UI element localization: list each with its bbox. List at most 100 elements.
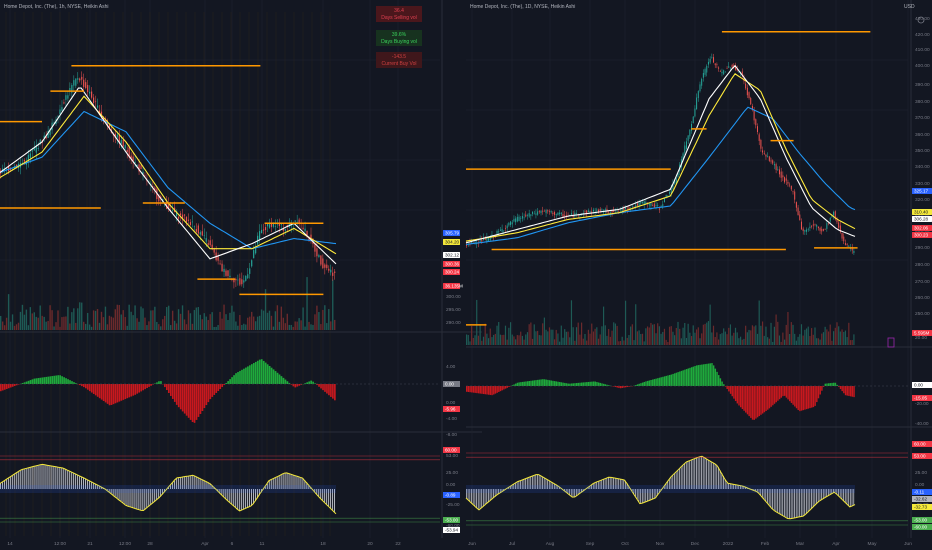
macd-bar <box>745 386 747 413</box>
oscillator-bar <box>613 477 614 489</box>
volume-bar <box>613 322 615 345</box>
volume-bar <box>723 328 725 345</box>
macd-bar <box>608 385 610 386</box>
candle-body <box>255 246 257 254</box>
macd-bar <box>239 370 241 384</box>
right-price-pane[interactable] <box>465 30 871 345</box>
candle-body <box>217 255 219 261</box>
oscillator-bar <box>537 474 538 489</box>
volume-bar <box>479 324 481 345</box>
right-price-axis[interactable]: 430.00420.00410.00400.00390.00380.00370.… <box>468 16 932 547</box>
candle-body <box>709 58 711 63</box>
volume-bar <box>491 337 493 345</box>
oscillator-bar <box>118 489 120 500</box>
oscillator-bar <box>73 472 75 489</box>
oscillator-bar <box>824 489 826 498</box>
oscillator-bar <box>677 470 679 489</box>
volume-bar <box>609 336 611 345</box>
macd-bar <box>574 383 576 386</box>
visibility-icon[interactable] <box>887 337 895 348</box>
candle-body <box>628 207 630 209</box>
left-oscillator-pane[interactable] <box>0 455 440 523</box>
macd-bar <box>841 386 843 392</box>
volume-bar <box>592 331 595 345</box>
macd-bar <box>702 364 705 386</box>
volume-bar <box>559 341 561 345</box>
osc-tick-label: 0.00 <box>446 482 456 488</box>
candle-body <box>181 214 184 220</box>
time-tick-label: Jun <box>468 541 476 547</box>
macd-bar <box>65 378 67 384</box>
macd-bar <box>258 359 261 384</box>
volume-bar <box>753 326 755 345</box>
volume-bar <box>728 327 730 345</box>
candle-body <box>773 164 775 166</box>
macd-bar <box>770 386 772 407</box>
macd-bar <box>567 383 569 386</box>
oscillator-bar <box>826 489 828 497</box>
oscillator-bar <box>326 489 328 505</box>
macd-bar <box>675 372 678 386</box>
candle-body <box>735 66 737 70</box>
left-price-axis[interactable]: 300.00295.00290.00305.79304.20302.12300.… <box>7 230 463 547</box>
candle-body <box>120 140 122 144</box>
volume-bar <box>229 312 231 330</box>
macd-bar <box>718 375 720 386</box>
macd-bar <box>247 366 249 384</box>
candle-body <box>469 242 471 243</box>
candle-body <box>833 211 835 216</box>
volume-bar <box>575 327 578 345</box>
left-price-pane[interactable] <box>0 64 337 330</box>
candle-body <box>294 220 296 222</box>
candle-body <box>726 68 728 69</box>
macd-bar <box>560 382 563 386</box>
oscillator-bar <box>49 465 51 489</box>
candle-body <box>658 208 660 210</box>
macd-bar <box>51 376 54 384</box>
candle-body <box>213 248 215 253</box>
candle-body <box>704 69 706 75</box>
right-macd-pane[interactable] <box>466 363 908 420</box>
volume-bar <box>310 324 312 330</box>
oscillator-bar <box>609 477 611 489</box>
oscillator-bar <box>7 478 9 489</box>
oscillator-bar <box>827 489 829 496</box>
candle-body <box>682 153 684 161</box>
volume-bar <box>262 310 265 330</box>
left-macd-pane[interactable] <box>0 359 440 423</box>
oscillator-bar <box>209 483 211 489</box>
volume-bar <box>748 329 750 345</box>
oscillator-bar <box>643 489 645 503</box>
candle-body <box>741 71 743 76</box>
volume-bar <box>130 311 132 330</box>
oscillator-bar <box>704 457 706 489</box>
volume-bar <box>221 318 223 330</box>
volume-bar <box>677 321 679 345</box>
volume-bar <box>579 334 581 345</box>
price-tick-label: 250.00 <box>915 311 930 317</box>
macd-bar <box>237 372 239 384</box>
time-tick-label: 11 <box>260 541 265 547</box>
oscillator-bar <box>621 479 623 489</box>
candle-body <box>61 107 63 111</box>
macd-bar <box>545 379 547 386</box>
candle-body <box>209 240 211 246</box>
volume-bar <box>543 317 545 345</box>
volume-bar <box>312 324 314 330</box>
oscillator-bar <box>175 478 177 489</box>
oscillator-bar <box>201 479 203 489</box>
oscillator-bar <box>636 489 638 499</box>
candle-body <box>663 197 665 203</box>
right-oscillator-pane[interactable] <box>465 452 908 526</box>
volume-bar <box>197 307 200 330</box>
candle-body <box>797 207 799 216</box>
volume-bar <box>721 333 723 345</box>
macd-bar <box>304 383 307 384</box>
macd-bar <box>797 386 799 411</box>
macd-bar <box>515 383 517 386</box>
candle-body <box>8 165 10 172</box>
volume-bar <box>69 323 71 330</box>
settings-icon[interactable] <box>917 16 925 24</box>
oscillator-bar <box>668 479 670 489</box>
volume-bar <box>611 330 613 345</box>
